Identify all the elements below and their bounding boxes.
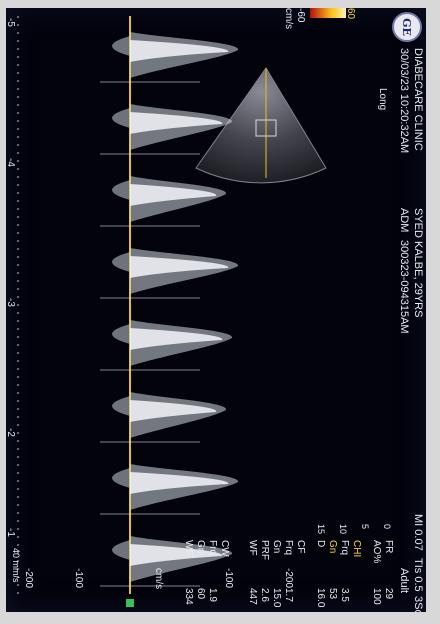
clinic-name: DIABECARE CLINIC (412, 48, 424, 151)
frame-rate-label: FR (383, 540, 394, 554)
color-scale-bottom: -60 (295, 8, 306, 23)
velocity-tick-label: -200 (23, 568, 34, 588)
frame-rate-value: 29 (383, 588, 394, 600)
cw-gain-label: Gn (195, 540, 206, 554)
gain-label: Gn (327, 540, 338, 554)
sector-edge (195, 67, 327, 184)
spectral-reverse-lobe (112, 108, 130, 128)
rotated-display: -200 -100 -100 -200 -5 -4 -3 -2 -1 0 5 10 15 GE DIAB… (6, 8, 426, 612)
velocity-tick-label: -200 (283, 568, 294, 588)
sector-image (196, 68, 326, 183)
color-scale-top: 60 (345, 8, 356, 20)
session-label: ADM (398, 208, 410, 233)
cw-wf-label: WF (183, 540, 194, 556)
scale-marker (126, 599, 134, 607)
spectral-waveform: -200 -100 -100 -200 -5 -4 -3 -2 -1 0 5 10 15 (6, 18, 392, 588)
spectral-core (130, 472, 229, 494)
spectral-reverse-lobe (112, 396, 130, 416)
frq-label: Frq (339, 540, 350, 555)
time-tick-label: -3 (6, 298, 16, 307)
ultrasound-monitor: -200 -100 -100 -200 -5 -4 -3 -2 -1 0 5 10 15 GE DIAB… (6, 8, 426, 612)
spectral-core (130, 112, 223, 134)
spectral-reverse-lobe (112, 540, 130, 560)
cf-frq-label: Frq (283, 540, 294, 555)
depth-mark: 15 (316, 524, 326, 534)
spectral-core (130, 328, 223, 350)
cw-frq-label: Frq (207, 540, 218, 555)
preset-name: Adult (398, 568, 410, 594)
spectral-core (130, 184, 217, 206)
time-tick-label: -5 (6, 18, 16, 27)
color-scale-unit: cm/s (283, 8, 294, 30)
time-tick-label: -4 (6, 158, 16, 167)
spectral-core (130, 400, 217, 422)
spectral-reverse-lobe (112, 252, 130, 272)
depth-mark: 10 (338, 524, 348, 534)
cw-frq-value: 1.9 (207, 588, 218, 602)
spectral-core (130, 544, 223, 566)
exam-datetime: 30/03/23 10:20:32AM (398, 48, 410, 154)
cw-label: CW (219, 540, 230, 557)
depth-label: D (315, 540, 326, 548)
sample-gate (255, 119, 277, 137)
mechanical-index: MI 0.07 (412, 514, 424, 551)
prf-label: PRF (259, 540, 270, 560)
spectral-reverse-lobe (112, 324, 130, 344)
ao-value: 100 (371, 588, 382, 605)
ge-logo: GE (392, 12, 422, 42)
spectral-reverse-lobe (112, 36, 130, 56)
study-id: 300323-094315AM (398, 240, 410, 334)
depth-mark: 5 (360, 524, 370, 529)
time-tick-label: -1 (6, 528, 16, 537)
spectral-core (130, 256, 229, 278)
velocity-tick-label: -100 (73, 568, 84, 588)
cf-label: CF (295, 540, 306, 554)
prf-value: 2.6 (259, 588, 270, 602)
gain-value: 53 (327, 588, 338, 600)
cf-frq-value: 1.7 (283, 588, 294, 602)
cf-gain-value: 15.0 (271, 588, 282, 608)
velocity-unit: cm/s (153, 568, 164, 590)
thermal-index: TIs 0.5 (412, 558, 424, 592)
doppler-spectrum-layer: -200 -100 -100 -200 -5 -4 -3 -2 -1 0 5 10 15 (6, 8, 392, 607)
cw-gain-value: 60 (195, 588, 206, 600)
wf-value: 447 (247, 588, 258, 605)
cw-wf-value: 334 (183, 588, 194, 605)
depth-value: 16.0 (315, 588, 326, 608)
sweep-speed: 40 mm/s (11, 548, 21, 583)
ge-logo-text: GE (400, 18, 414, 36)
chi-label: CHI (351, 540, 362, 558)
velocity-tick-label: -100 (223, 568, 234, 588)
view-label: Long (377, 88, 388, 111)
cf-gain-label: Gn (271, 540, 282, 554)
spectral-core (130, 40, 229, 62)
wf-label: WF (247, 540, 258, 556)
ao-label: AO% (371, 540, 382, 564)
spectral-reverse-lobe (112, 180, 130, 200)
spectral-reverse-lobe (112, 468, 130, 488)
probe-name: 3Sc (412, 596, 424, 612)
depth-mark: 0 (382, 524, 392, 529)
frq-value: 3.5 (339, 588, 350, 602)
color-scale-positive (310, 8, 346, 18)
time-tick-label: -2 (6, 428, 16, 437)
patient-name: SYED KALBE, 29YRS (412, 208, 424, 318)
